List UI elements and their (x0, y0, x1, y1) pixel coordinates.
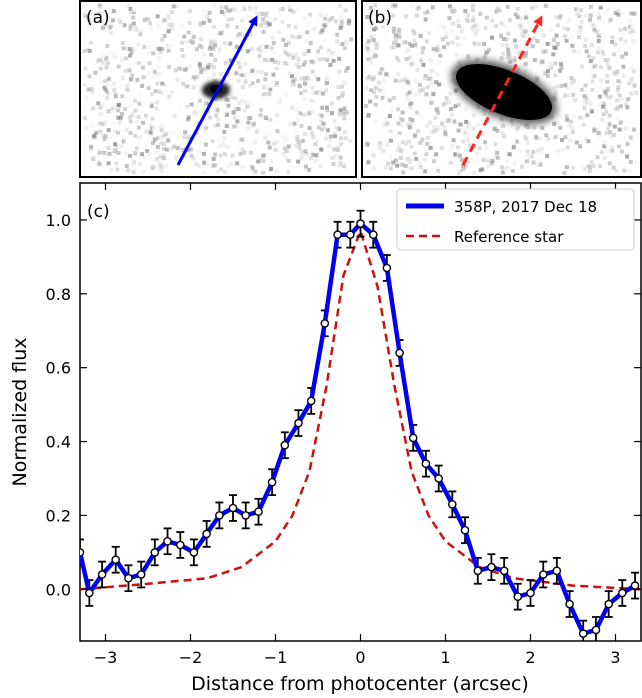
x-axis-ticks: −3 −2 −1 0 1 2 3 (94, 183, 621, 667)
legend: 358P, 2017 Dec 18 Reference star (396, 188, 635, 251)
legend-label-comet: 358P, 2017 Dec 18 (454, 198, 597, 216)
data-point (526, 588, 535, 598)
panel-a-label: (a) (86, 8, 110, 28)
data-point (85, 588, 94, 598)
data-point (215, 511, 224, 520)
data-point (202, 529, 211, 539)
x-tick-label: 0 (355, 648, 365, 667)
data-point (618, 588, 627, 598)
data-point (487, 562, 496, 572)
data-point (591, 625, 601, 635)
data-point (163, 537, 172, 546)
data-point (111, 555, 120, 565)
x-tick-label: 3 (610, 648, 620, 667)
data-point (552, 566, 562, 576)
y-axis-ticks: 0.0 0.2 0.4 0.6 0.8 1.0 (46, 211, 641, 599)
direction-arrow-b (461, 15, 543, 166)
panel-c: −3 −2 −1 0 1 2 3 0.0 0.2 0.4 0.6 0.8 1.0 (c) 358P, … (9, 182, 642, 695)
data-point (382, 263, 392, 273)
direction-arrow-a (176, 15, 258, 166)
data-point (460, 525, 470, 535)
x-axis-label: Distance from photocenter (arcsec) (191, 673, 529, 695)
data-point (408, 433, 418, 443)
panel-c-label: (c) (87, 202, 110, 222)
x-tick-label: −3 (94, 648, 118, 667)
data-point (513, 592, 523, 602)
data-point (395, 348, 404, 358)
x-tick-label: −2 (179, 648, 203, 667)
legend-label-star: Reference star (454, 228, 564, 246)
data-point (447, 499, 457, 509)
data-point (333, 230, 342, 239)
legend-box (396, 188, 635, 251)
y-tick-label: 0.2 (46, 506, 71, 525)
data-point (280, 440, 290, 450)
data-point (356, 219, 365, 228)
y-tick-label: 0.6 (46, 359, 71, 378)
data-point (368, 230, 378, 239)
data-point (189, 548, 199, 557)
data-point (578, 629, 588, 638)
data-point (421, 459, 431, 469)
data-point (254, 507, 263, 517)
data-point (499, 566, 509, 576)
data-point (267, 477, 277, 487)
panel-a: (a) (79, 0, 357, 178)
data-point (604, 599, 614, 609)
data-point (345, 230, 355, 239)
data-point (150, 548, 160, 557)
data-point (434, 474, 444, 483)
data-point (539, 570, 548, 579)
x-tick-label: 1 (440, 648, 450, 667)
plot-frame (79, 182, 642, 642)
data-point (565, 599, 574, 609)
data-point (630, 581, 640, 590)
data-point (175, 540, 185, 550)
data-point (473, 566, 483, 576)
data-point (320, 319, 330, 328)
panel-a-noise (82, 3, 354, 175)
y-tick-label: 0.4 (46, 433, 71, 452)
panel-b: (b) (361, 0, 642, 178)
data-point (241, 511, 250, 520)
data-point (97, 570, 107, 579)
data-point (80, 548, 85, 557)
y-tick-label: 0.0 (46, 580, 71, 599)
comet-points (80, 219, 640, 638)
data-point (228, 503, 238, 513)
x-tick-label: 2 (525, 648, 535, 667)
x-tick-label: −1 (264, 648, 288, 667)
data-point (294, 418, 303, 428)
data-point (124, 573, 133, 583)
y-axis-label: Normalized flux (9, 337, 31, 486)
y-tick-label: 1.0 (46, 211, 71, 230)
y-tick-label: 0.8 (46, 285, 71, 304)
star-trail-blob (456, 64, 552, 120)
data-point (136, 570, 146, 579)
panel-b-label: (b) (368, 8, 392, 28)
data-point (306, 396, 316, 406)
